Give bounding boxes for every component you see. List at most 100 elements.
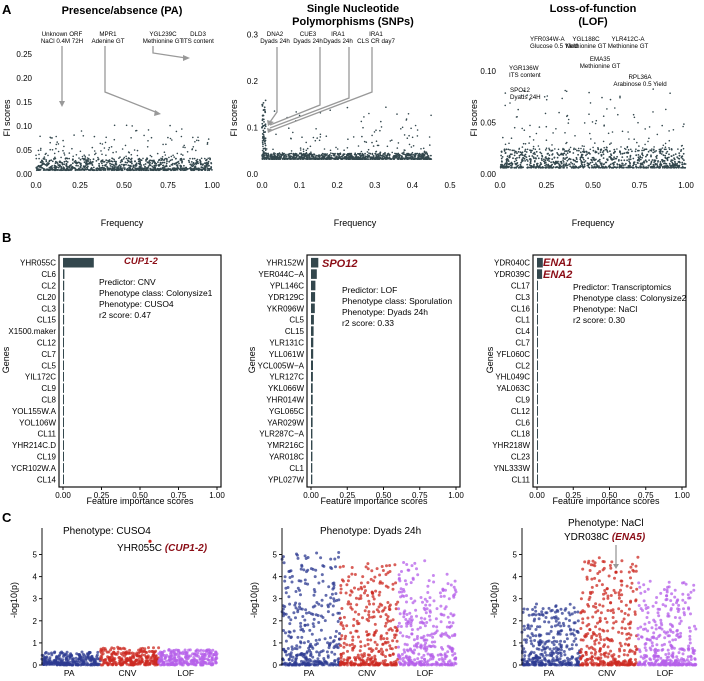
data-point (603, 163, 606, 165)
data-point (535, 150, 538, 153)
data-point (556, 156, 559, 159)
data-point (367, 647, 371, 651)
data-point (420, 148, 422, 150)
data-point (333, 659, 337, 662)
data-point (304, 608, 308, 612)
data-point (370, 656, 374, 660)
data-point (125, 168, 128, 171)
data-point (158, 158, 161, 161)
data-point (590, 165, 593, 167)
data-point (262, 114, 264, 117)
data-point (620, 146, 622, 148)
data-point (511, 149, 514, 152)
data-point (609, 150, 611, 153)
data-point (357, 145, 360, 147)
data-point (341, 661, 345, 664)
data-point (318, 638, 321, 642)
data-point (678, 154, 681, 157)
data-point (583, 151, 586, 154)
data-point (69, 164, 72, 167)
data-point (130, 153, 133, 156)
data-point (111, 157, 113, 159)
data-point (342, 645, 346, 649)
data-point (545, 98, 548, 101)
data-point (414, 155, 417, 157)
data-point (35, 166, 38, 169)
data-point (324, 154, 327, 157)
data-point (118, 168, 121, 171)
data-point (355, 603, 359, 607)
category-label: CL11 (511, 475, 530, 484)
data-point (581, 161, 584, 164)
annotation-phenotype: Methionine GT (143, 38, 184, 45)
data-point (319, 133, 322, 136)
data-point (300, 607, 304, 611)
data-point (285, 155, 288, 158)
data-point (330, 650, 334, 654)
data-point (331, 640, 335, 644)
bar (63, 257, 94, 268)
data-point (124, 161, 127, 164)
data-point (384, 154, 386, 156)
category-label: YDR040C (494, 259, 530, 268)
bar (537, 371, 538, 382)
data-point (55, 160, 57, 163)
data-point (69, 168, 72, 171)
category-label: YDR129C (268, 293, 304, 302)
data-point (639, 158, 642, 161)
data-point (106, 165, 108, 168)
data-point (306, 147, 309, 150)
data-point (363, 140, 366, 143)
data-point (87, 169, 90, 171)
x-tick-label: 0.00 (303, 491, 319, 500)
data-point (60, 156, 62, 159)
data-point (350, 572, 354, 576)
data-point (116, 166, 118, 169)
data-point (428, 596, 432, 600)
bar (63, 383, 64, 393)
data-point (338, 616, 342, 620)
data-point (87, 165, 89, 168)
data-point (303, 656, 307, 660)
data-point (290, 659, 294, 662)
data-point (144, 167, 147, 169)
data-point (138, 167, 141, 170)
data-point (48, 166, 51, 169)
data-point (318, 156, 321, 158)
data-point (182, 154, 184, 156)
data-point (628, 158, 630, 161)
data-point (590, 158, 593, 161)
data-point (401, 126, 404, 129)
data-point (198, 657, 202, 661)
top-gene-label-1: ENA1 (543, 257, 572, 269)
data-point (597, 147, 599, 149)
data-point (336, 620, 340, 623)
data-point (583, 145, 585, 148)
data-point (315, 642, 319, 646)
data-point (632, 113, 635, 116)
data-point (339, 644, 343, 648)
data-point (548, 148, 551, 151)
data-point (397, 576, 401, 580)
data-point (53, 169, 56, 172)
data-point (647, 150, 650, 153)
data-point (380, 126, 383, 128)
data-point (602, 140, 605, 143)
data-point (105, 159, 108, 162)
data-point (648, 126, 651, 128)
data-point (65, 164, 68, 166)
data-point (195, 659, 199, 663)
data-point (63, 152, 65, 154)
data-point (516, 162, 519, 164)
data-point (58, 657, 62, 661)
data-point (312, 136, 315, 139)
data-point (407, 152, 409, 155)
data-point (598, 158, 601, 161)
data-point (204, 169, 207, 172)
y-tick-label: 1 (33, 639, 38, 648)
data-point (571, 162, 574, 165)
data-point (373, 654, 377, 658)
data-point (194, 162, 197, 165)
bar (311, 326, 314, 336)
data-point (159, 161, 162, 164)
